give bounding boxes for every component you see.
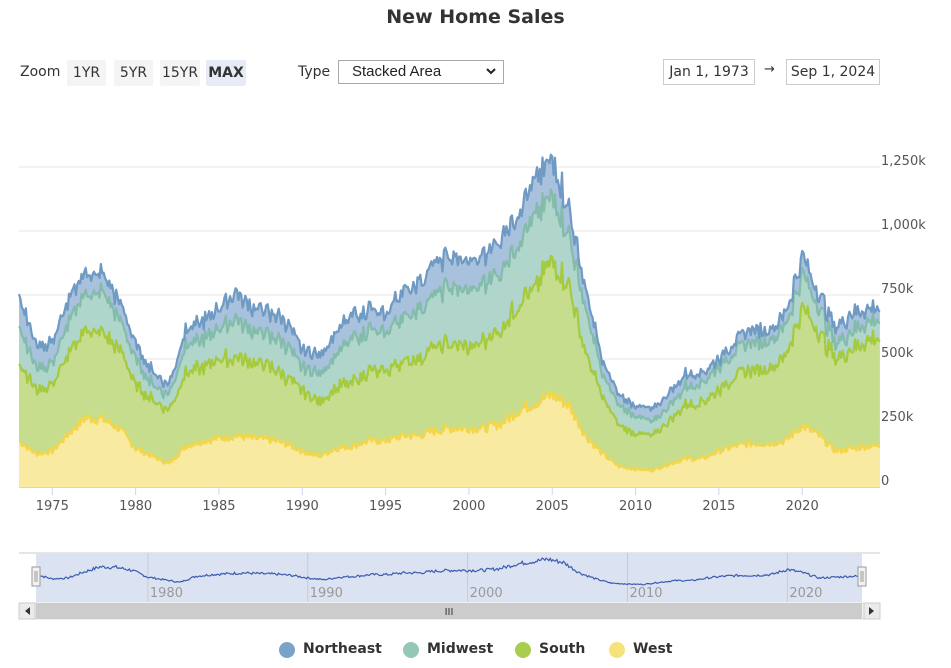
x-tick-label: 2015 <box>702 499 735 514</box>
series-line-west <box>18 390 881 473</box>
legend-label: Midwest <box>427 641 494 657</box>
navigator: 1980 1990 2000 2010 2020 III <box>18 552 881 620</box>
legend-dot-midwest-icon <box>403 642 419 658</box>
chart-type-value: Stacked Area <box>352 63 442 80</box>
series-areas <box>19 154 880 487</box>
scrollbar-thumb <box>36 603 862 619</box>
navigator-tick-label: 2020 <box>789 586 822 601</box>
y-tick-label: 0 <box>881 474 889 489</box>
legend-label: Northeast <box>303 641 382 657</box>
x-tick-label: 2000 <box>452 499 485 514</box>
scrollbar-grip-icon: III <box>445 607 454 618</box>
area-west <box>19 391 880 487</box>
zoom-label: Zoom <box>20 64 61 80</box>
handle-body <box>31 566 41 587</box>
x-tick-label: 1995 <box>369 499 402 514</box>
arrow-right-icon <box>869 607 874 615</box>
date-to-input[interactable]: Sep 1, 2024 <box>786 59 880 85</box>
x-axis: 1975 1980 1985 1990 1995 2000 2005 2010 2015 2020 <box>19 487 880 514</box>
navigator-tick-label: 2010 <box>629 586 662 601</box>
chart-title: New Home Sales <box>386 6 565 28</box>
x-tick-label: 2010 <box>619 499 652 514</box>
date-from-input[interactable]: Jan 1, 1973 <box>663 59 755 85</box>
type-label: Type <box>298 64 331 80</box>
navigator-left-handle[interactable] <box>31 566 41 587</box>
series-lines <box>17 153 881 473</box>
navigator-tick-label: 1990 <box>310 586 343 601</box>
navigator-series-line <box>35 557 862 586</box>
y-tick-label: 750k <box>881 282 914 297</box>
x-tick-label: 1980 <box>119 499 152 514</box>
arrow-left-icon <box>25 607 30 615</box>
x-tick-label: 1985 <box>202 499 235 514</box>
y-tick-label: 1,000k <box>881 218 926 233</box>
chart-type-select[interactable]: Stacked Area <box>338 60 504 84</box>
chevron-down-icon <box>485 61 497 90</box>
x-tick-label: 1975 <box>36 499 69 514</box>
legend-dot-northeast-icon <box>279 642 295 658</box>
series-line-northeast <box>17 153 881 412</box>
x-tick-label: 2020 <box>786 499 819 514</box>
x-tick-label: 2005 <box>536 499 569 514</box>
zoom-15yr-button[interactable]: 15YR <box>160 60 200 86</box>
date-range-arrow: → <box>764 62 775 77</box>
y-tick-label: 1,250k <box>881 154 926 169</box>
area-midwest <box>19 189 880 437</box>
y-axis: 0 250k 500k 750k 1,000k 1,250k <box>881 154 926 489</box>
area-south <box>19 255 880 472</box>
navigator-tick-label: 1980 <box>150 586 183 601</box>
navigator-selection <box>36 553 862 602</box>
y-tick-label: 500k <box>881 346 914 361</box>
scroll-right-button[interactable] <box>863 602 881 620</box>
x-tick-label: 1990 <box>286 499 319 514</box>
y-tick-label: 250k <box>881 410 914 425</box>
zoom-max-button[interactable]: MAX <box>206 60 246 86</box>
legend-dot-south-icon <box>515 642 531 658</box>
legend-label: West <box>633 641 673 657</box>
handle-body <box>857 566 867 587</box>
zoom-5yr-button[interactable]: 5YR <box>114 60 153 86</box>
legend: Northeast Midwest South West <box>0 640 951 660</box>
scroll-left-button[interactable] <box>18 602 36 620</box>
navigator-right-handle[interactable] <box>857 566 867 587</box>
zoom-1yr-button[interactable]: 1YR <box>67 60 106 86</box>
legend-label: South <box>539 641 586 657</box>
series-line-south <box>18 254 881 438</box>
legend-dot-west-icon <box>609 642 625 658</box>
series-line-midwest <box>18 188 881 424</box>
scrollbar[interactable]: III <box>18 602 881 620</box>
navigator-tick-label: 2000 <box>470 586 503 601</box>
